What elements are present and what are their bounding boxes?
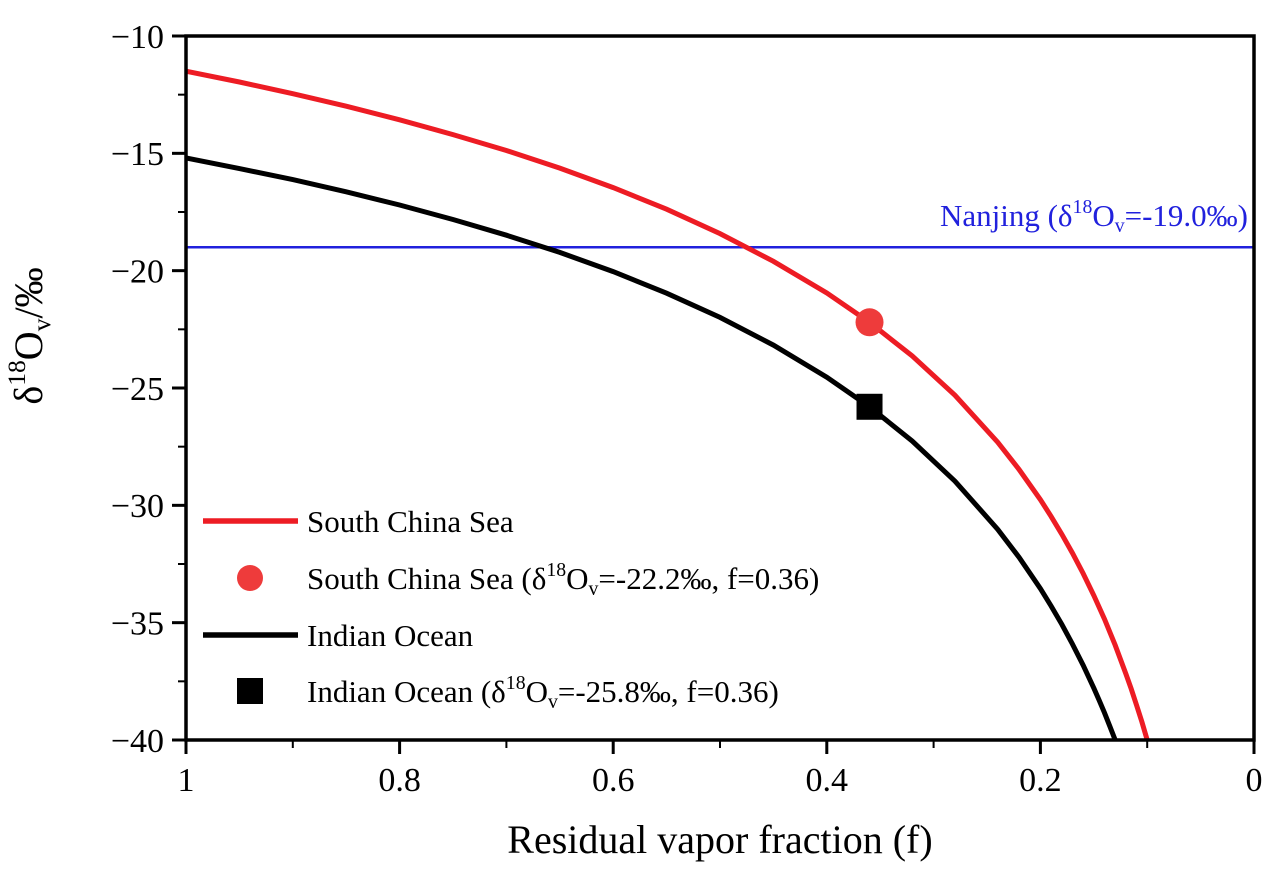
legend-label: Indian Ocean [307, 618, 474, 653]
series-curve-south-china-sea [186, 68, 1150, 740]
y-axis-tick-label: −25 [111, 371, 164, 408]
legend-item-south-china-sea: South China Sea [203, 504, 514, 539]
x-axis-tick-label: 0 [1246, 762, 1263, 799]
legend-swatch-circle [237, 565, 263, 591]
annotation-nanjing: Nanjing (δ18Ov=-19.0‰) [940, 196, 1248, 237]
y-axis-tick-label: −10 [111, 19, 164, 56]
x-axis-tick-label: 0.2 [1019, 762, 1062, 799]
marker-circle-f-0.36 [855, 308, 884, 337]
legend-label: Indian Ocean (δ18Ov=-25.8‰, f=0.36) [307, 672, 779, 713]
x-axis-title: Residual vapor fraction (f) [507, 817, 932, 862]
y-axis-tick-label: −20 [111, 254, 164, 291]
series-curve-indian-ocean [186, 155, 1118, 740]
y-axis-tick-label: −15 [111, 136, 164, 173]
y-axis-tick-label: −30 [111, 488, 164, 525]
legend-item-indian-ocean: Indian Ocean [203, 618, 474, 653]
y-axis-tick-label: −35 [111, 606, 164, 643]
x-axis-tick-label: 0.4 [806, 762, 849, 799]
x-axis-tick-label: 0.8 [378, 762, 421, 799]
x-axis-tick-label: 1 [178, 762, 195, 799]
legend-swatch-square [237, 678, 263, 704]
legend-label: South China Sea (δ18Ov=-22.2‰, f=0.36) [307, 559, 819, 600]
y-axis-title: δ18Ov/‰ [2, 267, 56, 404]
legend-label: South China Sea [307, 504, 514, 539]
y-axis-tick-label: −40 [111, 723, 164, 760]
legend-item-indian-ocean-18ov-25-8-f-0-36: Indian Ocean (δ18Ov=-25.8‰, f=0.36) [237, 672, 779, 713]
marker-square-f-0.36 [856, 393, 883, 420]
legend-item-south-china-sea-18ov-22-2-f-0-36: South China Sea (δ18Ov=-22.2‰, f=0.36) [237, 559, 819, 600]
x-axis-tick-label: 0.6 [592, 762, 635, 799]
